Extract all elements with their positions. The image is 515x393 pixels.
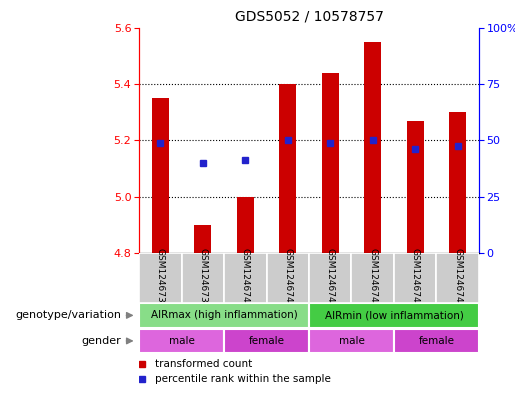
Text: GSM1246746: GSM1246746	[326, 248, 335, 308]
Text: AIRmin (low inflammation): AIRmin (low inflammation)	[324, 310, 464, 320]
Text: GSM1246741: GSM1246741	[283, 248, 292, 308]
Bar	[279, 84, 296, 253]
Bar	[152, 98, 169, 253]
Text: male: male	[168, 336, 195, 346]
Text: transformed count: transformed count	[156, 358, 253, 369]
Text: percentile rank within the sample: percentile rank within the sample	[156, 374, 331, 384]
Bar	[237, 197, 254, 253]
Bar	[352, 253, 394, 303]
Bar	[437, 253, 479, 303]
Text: GSM1246748: GSM1246748	[411, 248, 420, 308]
Text: female: female	[419, 336, 454, 346]
Bar	[224, 253, 267, 303]
Bar	[449, 112, 466, 253]
Bar	[182, 253, 224, 303]
Bar	[139, 253, 182, 303]
Text: female: female	[249, 336, 284, 346]
Title: GDS5052 / 10578757: GDS5052 / 10578757	[234, 9, 384, 24]
Bar	[394, 253, 437, 303]
Bar	[309, 303, 479, 328]
Bar	[139, 329, 224, 353]
Text: GSM1246739: GSM1246739	[198, 248, 207, 308]
Text: male: male	[338, 336, 365, 346]
Text: GSM1246747: GSM1246747	[368, 248, 377, 308]
Bar	[139, 303, 309, 328]
Bar	[267, 253, 309, 303]
Bar	[364, 42, 381, 253]
Bar	[407, 121, 424, 253]
Text: genotype/variation: genotype/variation	[15, 310, 121, 320]
Bar	[194, 225, 211, 253]
Bar	[322, 73, 339, 253]
Text: GSM1246740: GSM1246740	[241, 248, 250, 308]
Text: GSM1246738: GSM1246738	[156, 248, 165, 308]
Bar	[224, 329, 309, 353]
Bar	[394, 329, 479, 353]
Bar	[309, 329, 394, 353]
Bar	[309, 253, 351, 303]
Text: AIRmax (high inflammation): AIRmax (high inflammation)	[151, 310, 297, 320]
Text: gender: gender	[81, 336, 121, 346]
Text: GSM1246749: GSM1246749	[453, 248, 462, 308]
